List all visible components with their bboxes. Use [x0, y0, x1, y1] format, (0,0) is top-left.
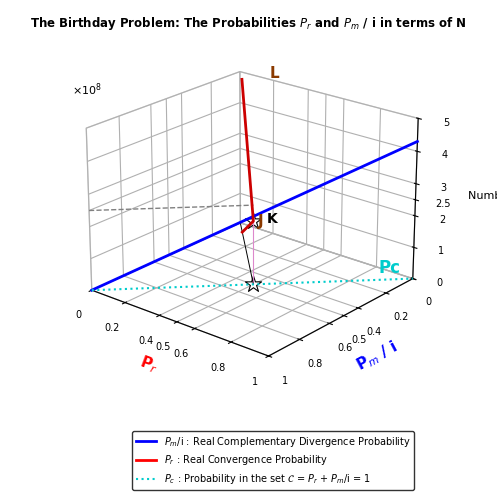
Text: $\times 10^8$: $\times 10^8$	[72, 82, 102, 98]
X-axis label: P$_r$: P$_r$	[137, 353, 161, 377]
Text: The Birthday Problem: The Probabilities $P_r$ and $P_m$ / i in terms of N: The Birthday Problem: The Probabilities …	[30, 15, 467, 32]
Y-axis label: P$_m$ / i: P$_m$ / i	[353, 338, 401, 374]
Legend: $P_m$/i : Real Complementary Divergence Probability, $P_r$ : Real Convergence Pr: $P_m$/i : Real Complementary Divergence …	[132, 430, 414, 490]
